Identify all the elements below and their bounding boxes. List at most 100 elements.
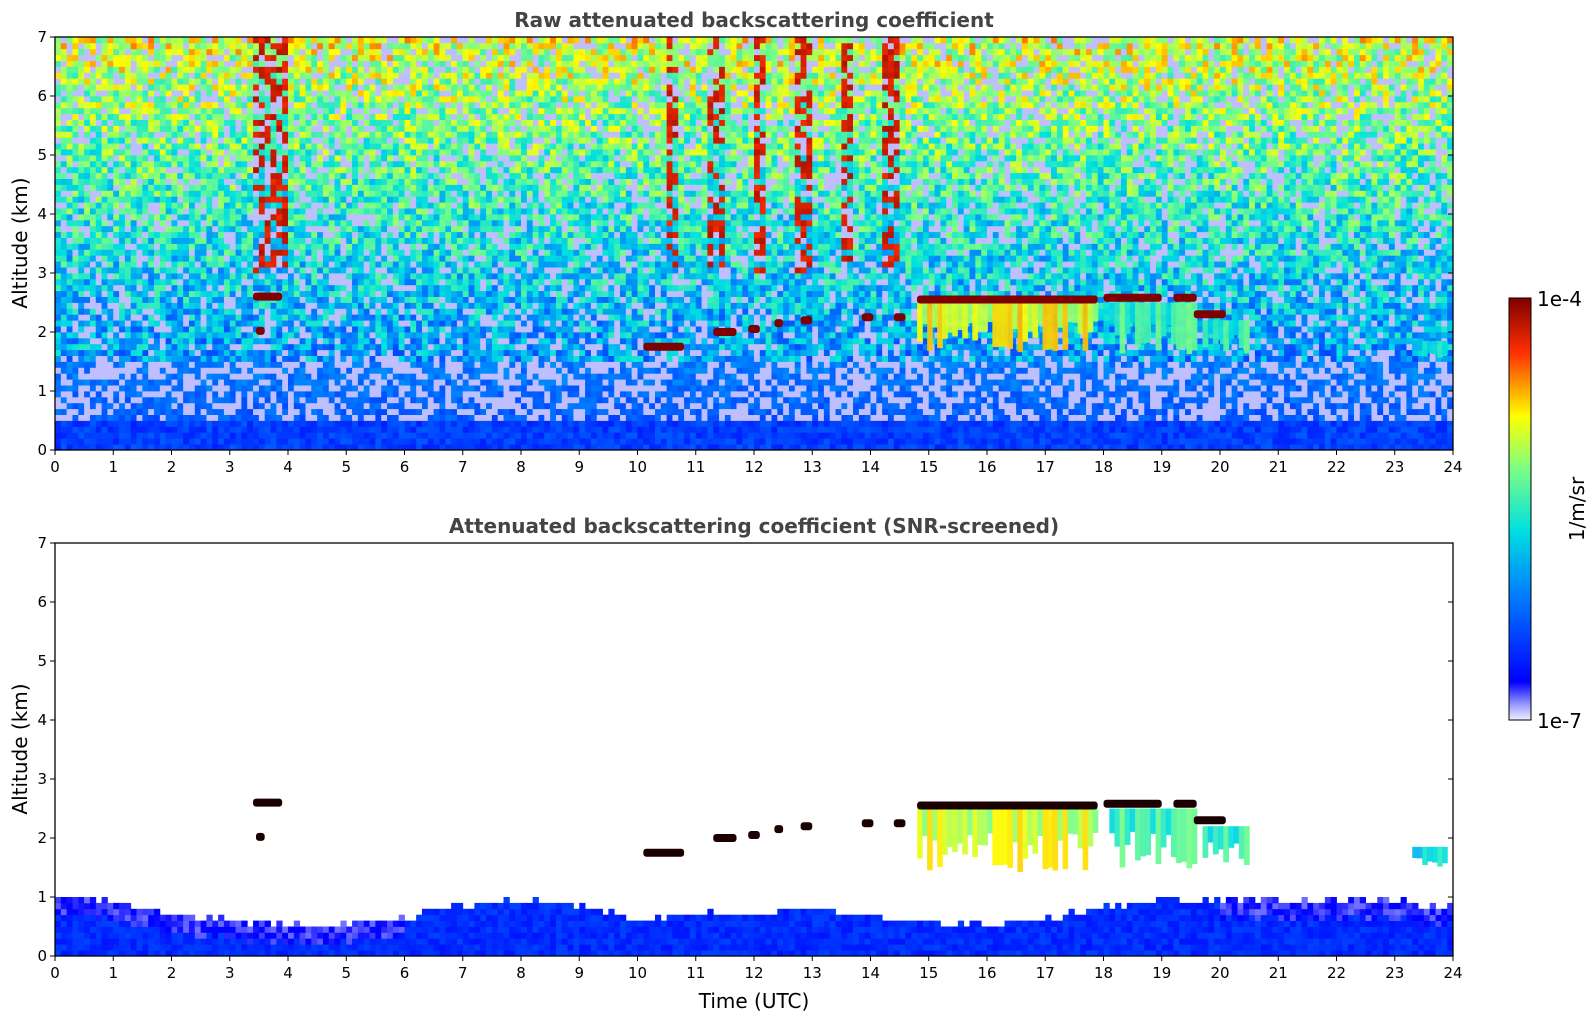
heatmap-cell bbox=[171, 420, 178, 427]
heatmap-cell bbox=[439, 225, 446, 233]
heatmap-cell bbox=[78, 42, 85, 50]
heatmap-cell bbox=[218, 178, 225, 185]
heatmap-cell bbox=[258, 42, 266, 50]
heatmap-cell bbox=[212, 420, 219, 427]
heatmap-cell bbox=[410, 267, 417, 274]
heatmap-cell bbox=[352, 172, 359, 179]
heatmap-cell bbox=[130, 137, 137, 144]
heatmap-cell bbox=[136, 54, 143, 61]
heatmap-cell bbox=[95, 391, 103, 398]
heatmap-cell bbox=[218, 66, 225, 73]
heatmap-cell bbox=[276, 255, 283, 262]
heatmap-cell bbox=[142, 208, 149, 215]
heatmap-cell bbox=[288, 219, 295, 227]
heatmap-cell bbox=[427, 385, 435, 392]
heatmap-cell bbox=[124, 402, 132, 410]
heatmap-cell bbox=[322, 408, 330, 415]
heatmap-cell bbox=[288, 96, 295, 103]
heatmap-cell bbox=[55, 444, 62, 450]
heatmap-cell bbox=[218, 131, 225, 138]
heatmap-cell bbox=[293, 343, 301, 351]
heatmap-raw bbox=[55, 37, 1453, 450]
heatmap-cell bbox=[247, 219, 254, 227]
heatmap-cell bbox=[89, 320, 97, 327]
heatmap-cell bbox=[421, 332, 429, 339]
heatmap-cell bbox=[89, 219, 97, 227]
heatmap-cell bbox=[282, 160, 289, 168]
heatmap-cell bbox=[188, 267, 196, 274]
heatmap-cell bbox=[462, 273, 469, 280]
heatmap-cell bbox=[148, 42, 155, 50]
heatmap-cell bbox=[311, 391, 318, 398]
heatmap-cell bbox=[305, 432, 312, 439]
heatmap-cell bbox=[293, 119, 301, 126]
heatmap-cell bbox=[177, 72, 184, 79]
heatmap-cell bbox=[352, 219, 359, 227]
heatmap-cell bbox=[352, 107, 359, 115]
heatmap-cell bbox=[363, 172, 370, 179]
heatmap-cell bbox=[346, 60, 353, 67]
heatmap-cell bbox=[456, 290, 464, 297]
heatmap-cell bbox=[369, 308, 376, 315]
heatmap-cell bbox=[206, 137, 213, 144]
heatmap-cell bbox=[253, 337, 260, 345]
heatmap-cell bbox=[369, 314, 376, 321]
heatmap-cell bbox=[89, 72, 97, 79]
heatmap-cell bbox=[445, 119, 452, 126]
heatmap-cell bbox=[410, 78, 417, 85]
heatmap-cell bbox=[119, 261, 126, 268]
heatmap-cell bbox=[107, 302, 114, 309]
heatmap-cell bbox=[433, 137, 440, 144]
heatmap-cell bbox=[387, 149, 394, 156]
heatmap-cell bbox=[468, 367, 475, 374]
heatmap-cell bbox=[95, 385, 103, 392]
heatmap-cell bbox=[55, 66, 62, 73]
heatmap-cell bbox=[398, 278, 405, 286]
heatmap-cell bbox=[84, 208, 91, 215]
heatmap-cell bbox=[142, 113, 149, 120]
heatmap-cell bbox=[398, 196, 405, 203]
heatmap-cell bbox=[154, 426, 161, 433]
heatmap-cell bbox=[218, 96, 225, 103]
heatmap-cell bbox=[288, 414, 295, 421]
heatmap-cell bbox=[124, 155, 132, 162]
heatmap-cell bbox=[200, 225, 207, 233]
heatmap-cell bbox=[264, 284, 271, 292]
heatmap-cell bbox=[451, 402, 458, 410]
heatmap-cell bbox=[317, 444, 324, 450]
heatmap-cell bbox=[247, 379, 254, 386]
heatmap-cell bbox=[299, 326, 306, 333]
heatmap-cell bbox=[387, 54, 394, 61]
heatmap-cell bbox=[194, 361, 202, 368]
heatmap-cell bbox=[200, 113, 207, 120]
heatmap-cell bbox=[328, 196, 336, 203]
heatmap-cell bbox=[462, 267, 469, 274]
heatmap-cell bbox=[159, 54, 167, 61]
heatmap-cell bbox=[84, 160, 91, 168]
heatmap-cell bbox=[451, 426, 458, 433]
heatmap-cell bbox=[404, 131, 411, 138]
heatmap-cell bbox=[84, 349, 91, 356]
heatmap-cell bbox=[357, 202, 365, 209]
heatmap-cell bbox=[311, 349, 318, 356]
heatmap-cell bbox=[305, 107, 312, 115]
heatmap-cell bbox=[177, 125, 184, 132]
heatmap-cell bbox=[340, 202, 347, 209]
heatmap-cell bbox=[433, 90, 440, 97]
heatmap-cell bbox=[346, 48, 353, 56]
heatmap-cell bbox=[258, 408, 266, 415]
heatmap-cell bbox=[317, 54, 324, 61]
heatmap-cell bbox=[124, 78, 132, 85]
heatmap-cell bbox=[352, 296, 359, 303]
heatmap-cell bbox=[194, 160, 202, 168]
heatmap-cell bbox=[136, 396, 143, 404]
heatmap-cell bbox=[247, 131, 254, 138]
heatmap-cell bbox=[101, 84, 108, 91]
heatmap-cell bbox=[363, 391, 370, 398]
heatmap-cell bbox=[84, 367, 91, 374]
heatmap-cell bbox=[124, 408, 132, 415]
heatmap-cell bbox=[387, 125, 394, 132]
heatmap-cell bbox=[398, 444, 405, 450]
heatmap-cell bbox=[60, 143, 68, 150]
heatmap-cell bbox=[72, 237, 79, 244]
